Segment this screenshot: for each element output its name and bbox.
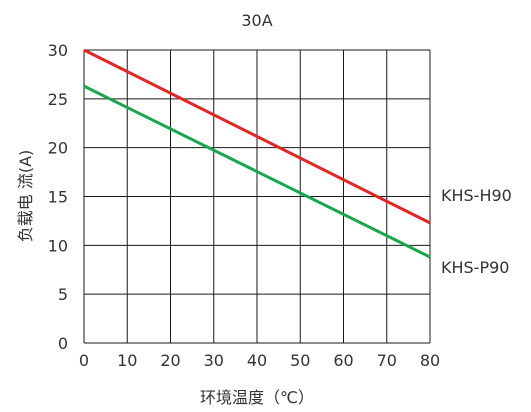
y-tick-label: 0 (58, 334, 68, 353)
x-tick-labels: 0 10 20 30 40 50 60 70 80 (79, 351, 440, 370)
x-tick-label: 80 (420, 351, 440, 370)
x-tick-label: 50 (290, 351, 310, 370)
x-tick-label: 70 (377, 351, 397, 370)
y-tick-label: 20 (48, 139, 68, 158)
legend: KHS-H90 KHS-P90 (441, 186, 512, 277)
y-tick-labels: 0 5 10 15 20 25 30 (48, 41, 68, 353)
x-tick-label: 20 (160, 351, 180, 370)
y-tick-label: 10 (48, 236, 68, 255)
y-tick-label: 30 (48, 41, 68, 60)
x-tick-label: 60 (333, 351, 353, 370)
y-tick-label: 5 (58, 285, 68, 304)
grid (83, 49, 431, 344)
y-axis-label: 负载电 流(A) (16, 150, 35, 243)
series-line-khs-p90 (83, 84, 431, 259)
y-tick-label: 25 (48, 90, 68, 109)
y-tick-label: 15 (48, 188, 68, 207)
series-label: KHS-H90 (441, 186, 512, 205)
x-tick-label: 40 (247, 351, 267, 370)
series-lines (83, 48, 431, 259)
x-axis-label: 环境温度（℃） (200, 388, 314, 407)
series-label: KHS-P90 (441, 258, 509, 277)
series-line-khs-h90 (83, 48, 431, 225)
x-tick-label: 0 (79, 351, 89, 370)
x-tick-label: 10 (117, 351, 137, 370)
x-tick-label: 30 (204, 351, 224, 370)
chart-title: 30A (241, 11, 272, 30)
